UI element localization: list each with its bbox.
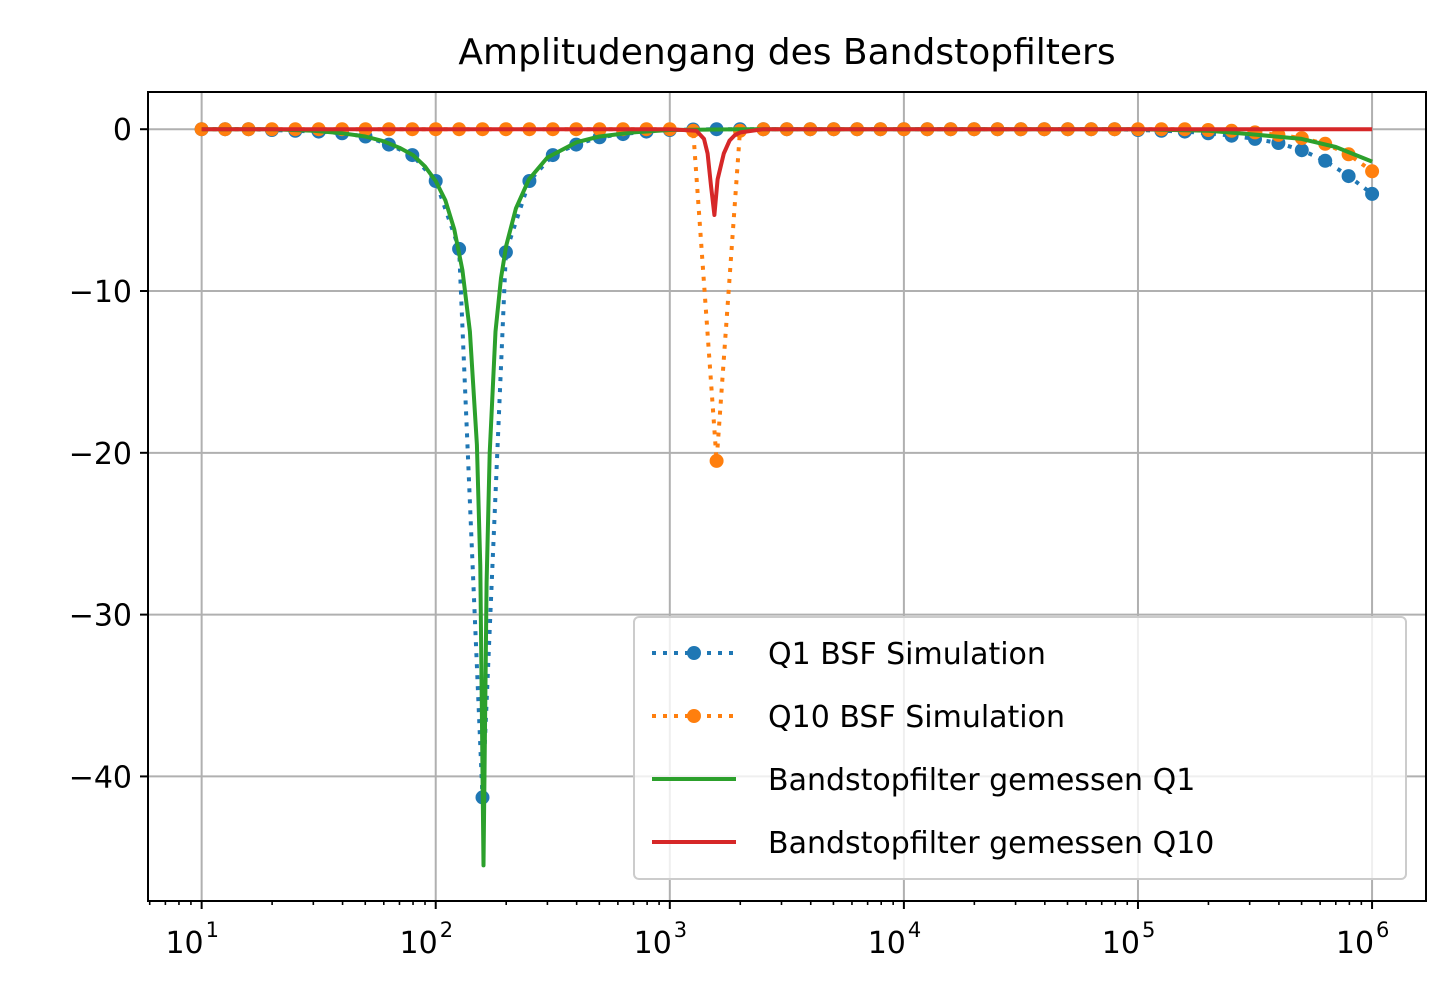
x-tick-label: 10 4 [868,918,922,961]
data-point [1365,186,1380,201]
x-tick-exponent: 6 [1376,918,1389,942]
x-tick-base: 10 [1336,926,1374,961]
x-tick-base: 10 [634,926,672,961]
legend-marker [687,709,701,723]
y-tick-label: −10 [69,275,132,310]
x-tick-base: 10 [868,926,906,961]
series-4 [201,127,1373,217]
legend-item: Q1 BSF Simulation [652,637,1046,672]
axis-ticks [140,128,1374,909]
x-tick-exponent: 2 [440,918,453,942]
y-tick-label: −20 [69,437,132,472]
legend-marker [687,646,701,660]
x-tick-exponent: 1 [206,918,219,942]
x-tick-base: 10 [400,926,438,961]
x-tick-label: 10 1 [165,918,219,961]
legend-label: Bandstopfilter gemessen Q10 [768,826,1214,861]
y-tick-labels: 0 −10 −20 −30 −40 [69,113,132,795]
x-tick-label: 10 3 [634,918,688,961]
x-tick-exponent: 3 [674,918,687,942]
y-tick-label: 0 [113,113,132,148]
data-point [1365,164,1380,179]
legend-item: Bandstopfilter gemessen Q1 [652,763,1195,798]
x-tick-label: 10 2 [400,918,454,961]
legend-label: Q10 BSF Simulation [768,700,1065,735]
data-point [709,453,724,468]
legend: Q1 BSF Simulation Q10 BSF Simulation Bands… [633,616,1407,880]
x-tick-label: 10 5 [1102,918,1156,961]
data-point [1318,153,1333,168]
data-point [1341,169,1356,184]
x-tick-label: 10 6 [1336,918,1390,961]
chart-title: Amplitudengang des Bandstopfilters [458,32,1115,73]
data-point [1294,143,1309,158]
legend-label: Bandstopfilter gemessen Q1 [768,763,1195,798]
x-tick-base: 10 [165,926,203,961]
legend-item: Bandstopfilter gemessen Q10 [652,826,1214,861]
legend-label: Q1 BSF Simulation [768,637,1046,672]
y-tick-label: −30 [69,599,132,634]
legend-box [633,616,1407,880]
x-minor-ticks [148,901,1363,905]
x-tick-exponent: 4 [908,918,921,942]
x-tick-base: 10 [1102,926,1140,961]
plot-frame [147,91,1427,902]
series-line [201,127,1373,217]
y-tick-label: −40 [69,760,132,795]
x-tick-labels: 10 1 10 2 10 3 10 4 10 5 10 6 [165,918,1389,961]
x-tick-exponent: 5 [1142,918,1155,942]
series-layer [194,122,1380,868]
legend-item: Q10 BSF Simulation [652,700,1065,735]
